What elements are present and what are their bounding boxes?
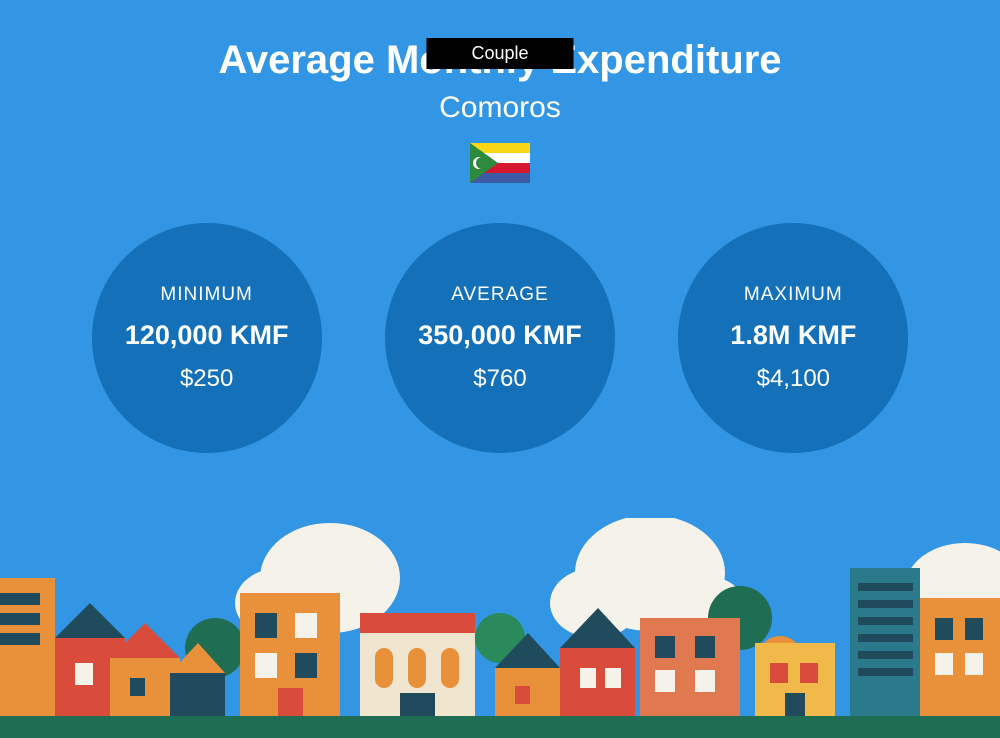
stat-usd: $760 <box>473 365 526 393</box>
stat-average: AVERAGE 350,000 KMF $760 <box>385 223 615 453</box>
stat-value: 1.8M KMF <box>730 320 856 351</box>
stat-usd: $250 <box>180 365 233 393</box>
building-icon <box>560 648 635 723</box>
ground <box>0 716 1000 738</box>
stat-maximum: MAXIMUM 1.8M KMF $4,100 <box>678 223 908 453</box>
stat-label: AVERAGE <box>451 284 548 306</box>
stat-minimum: MINIMUM 120,000 KMF $250 <box>92 223 322 453</box>
building-icon <box>170 673 225 723</box>
building-icon <box>850 568 920 728</box>
stat-value: 350,000 KMF <box>418 320 582 351</box>
stat-usd: $4,100 <box>757 365 830 393</box>
stat-value: 120,000 KMF <box>125 320 289 351</box>
stat-label: MINIMUM <box>160 284 252 306</box>
stats-row: MINIMUM 120,000 KMF $250 AVERAGE 350,000… <box>0 223 1000 453</box>
cityscape-illustration <box>0 518 1000 738</box>
stat-label: MAXIMUM <box>744 284 843 306</box>
flag-crescent-icon <box>473 157 485 169</box>
country-subtitle: Comoros <box>0 91 1000 125</box>
category-badge: Couple <box>426 38 573 69</box>
flag-icon <box>470 143 530 183</box>
building-icon <box>920 598 1000 728</box>
